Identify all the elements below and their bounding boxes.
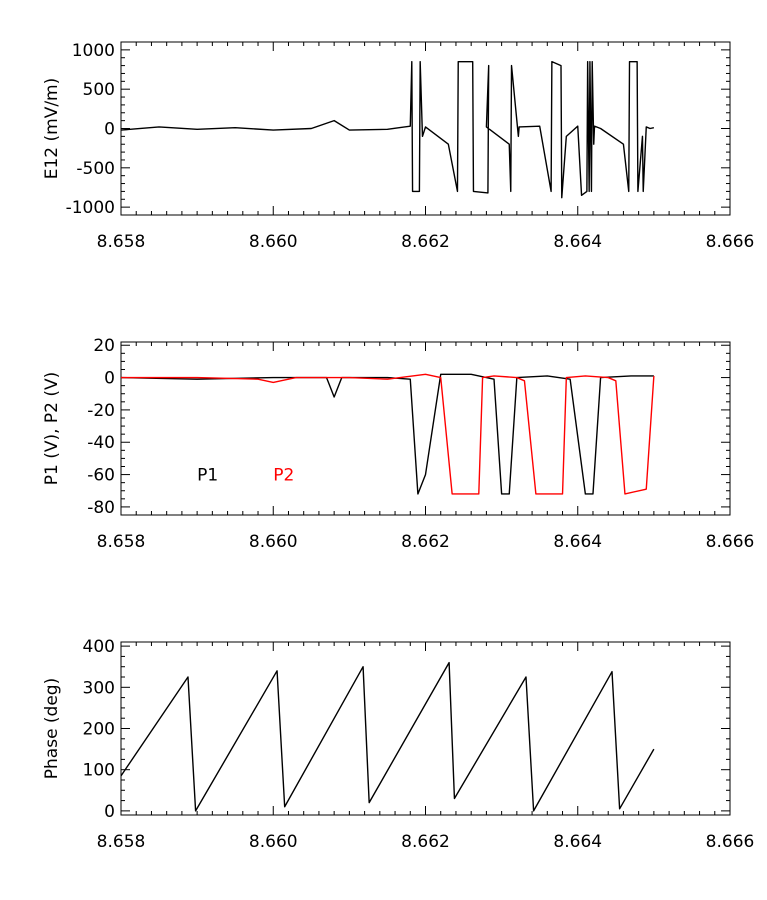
y-tick-label: 500 — [83, 80, 115, 100]
y-tick-label: 1000 — [72, 41, 115, 61]
x-tick-label: 8.666 — [706, 532, 755, 552]
x-tick-label: 8.666 — [706, 832, 755, 852]
x-tick-label: 8.662 — [401, 832, 450, 852]
x-tick-label: 8.666 — [706, 232, 755, 252]
y-tick-label: 300 — [83, 678, 115, 698]
plot-frame — [120, 641, 731, 816]
y-tick-label: -40 — [87, 433, 115, 453]
x-tick-label: 8.660 — [249, 832, 298, 852]
y-tick-label: -1000 — [66, 198, 115, 218]
x-tick-label: 8.664 — [553, 532, 602, 552]
y-tick-label: 200 — [83, 720, 115, 740]
y-tick-label: 0 — [104, 120, 115, 140]
y-tick-label: -60 — [87, 466, 115, 486]
y-tick-label: -20 — [87, 401, 115, 421]
y-axis-label: E12 (mV/m) — [42, 78, 62, 180]
y-tick-label: 0 — [104, 802, 115, 822]
x-tick-label: 8.660 — [249, 532, 298, 552]
x-tick-label: 8.664 — [553, 832, 602, 852]
y-tick-label: 400 — [83, 637, 115, 657]
y-tick-label: -80 — [87, 498, 115, 518]
series-line-0 — [120, 661, 655, 812]
panel-p1-p2: 8.658 8.660 8.662 8.664 8.666 20 0 -20 -40 -60 -80… — [42, 336, 754, 552]
panel-e12: 8.658 8.660 8.662 8.664 8.666 1000 500 0 -500 -10… — [42, 41, 754, 252]
x-tick-label: 8.658 — [97, 232, 146, 252]
legend-label-p2: P2 — [273, 466, 294, 486]
series-line-p2 — [121, 373, 655, 495]
x-tick-label: 8.662 — [401, 232, 450, 252]
y-tick-label: 20 — [93, 336, 115, 356]
x-tick-label: 8.660 — [249, 232, 298, 252]
x-tick-label: 8.658 — [97, 832, 146, 852]
plot-frame — [120, 341, 731, 516]
x-tick-label: 8.662 — [401, 532, 450, 552]
y-tick-label: 100 — [83, 761, 115, 781]
legend-label-p1: P1 — [197, 466, 218, 486]
y-axis-label: Phase (deg) — [42, 678, 62, 779]
y-axis-label: P1 (V), P2 (V) — [42, 372, 62, 486]
x-tick-label: 8.664 — [553, 232, 602, 252]
series-line-0 — [120, 60, 655, 199]
x-tick-label: 8.658 — [97, 532, 146, 552]
panel-phase: 8.658 8.660 8.662 8.664 8.666 400 300 200 100 0 Ph… — [42, 637, 754, 852]
y-tick-label: -500 — [76, 159, 115, 179]
y-tick-label: 0 — [104, 369, 115, 389]
